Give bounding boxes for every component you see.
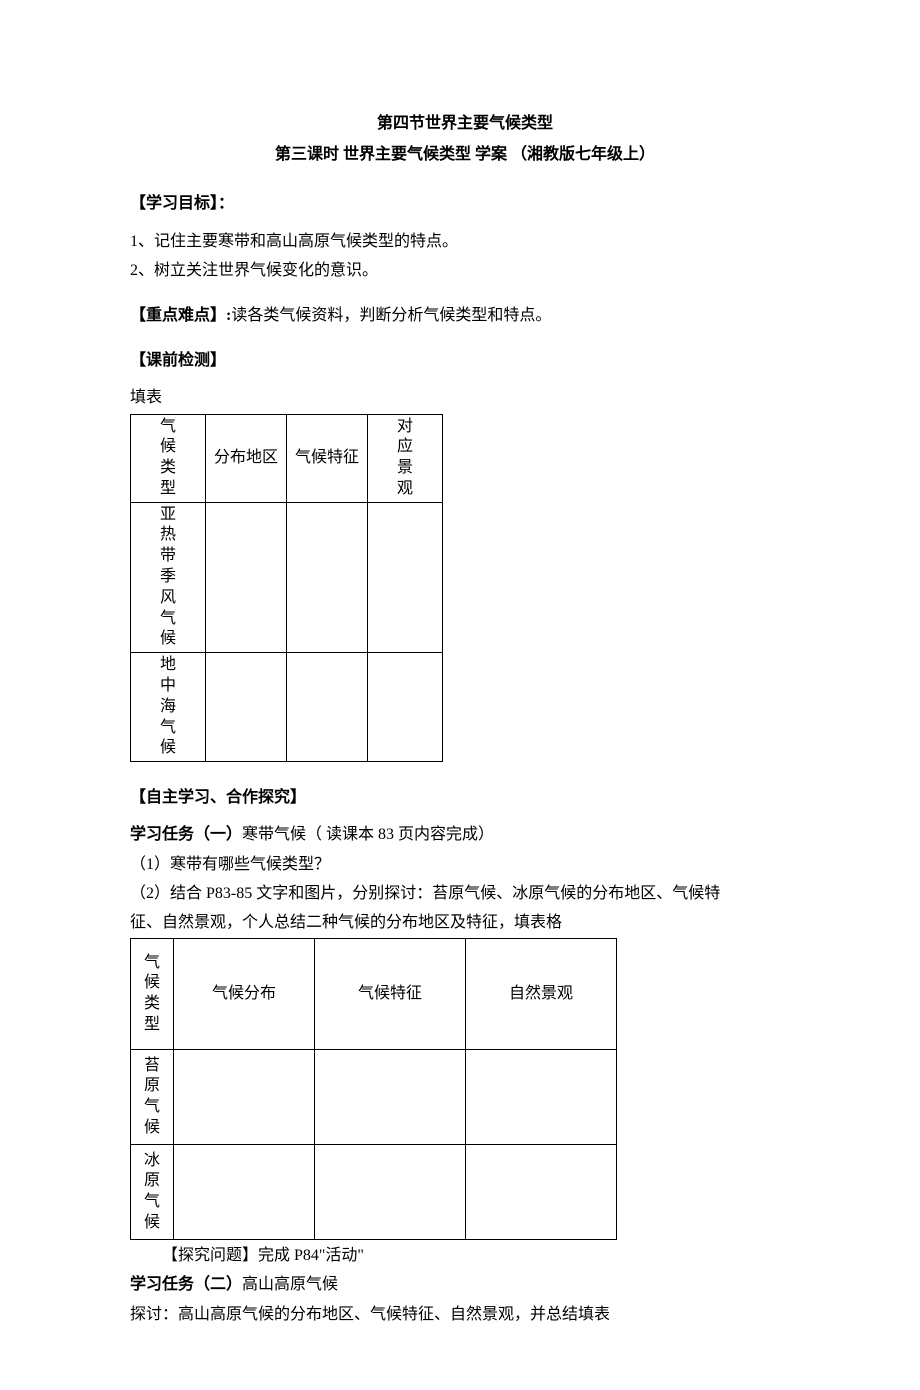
t1-head-area: 分布地区 xyxy=(206,414,287,502)
section-precheck-head: 【课前检测】 xyxy=(130,347,800,374)
task1-lead: 学习任务（一） xyxy=(130,826,242,843)
t1-head-landscape: 对应景观 xyxy=(368,414,443,502)
t1-row1-type: 亚热带季风气候 xyxy=(131,502,206,653)
t1-row2-landscape xyxy=(368,653,443,762)
keypoints-head: 【重点难点】: xyxy=(130,307,231,324)
t1-row1-landscape xyxy=(368,502,443,653)
section-keypoints: 【重点难点】:读各类气候资料，判断分析气候类型和特点。 xyxy=(130,302,800,329)
t2-row2-landscape xyxy=(466,1145,617,1240)
doc-title: 第四节世界主要气候类型 xyxy=(130,110,800,137)
explore-line: 【探究问题】完成 P84"活动" xyxy=(130,1242,800,1269)
task2-body: 探讨：高山高原气候的分布地区、气候特征、自然景观，并总结填表 xyxy=(130,1301,800,1328)
objective-2: 2、树立关注世界气候变化的意识。 xyxy=(130,257,800,284)
objective-1: 1、记住主要寒带和高山高原气候类型的特点。 xyxy=(130,228,800,255)
t1-row1-area xyxy=(206,502,287,653)
task2-rest: 高山高原气候 xyxy=(242,1276,338,1293)
fill-table-label: 填表 xyxy=(130,384,800,411)
task1-q2b: 征、自然景观，个人总结二种气候的分布地区及特征，填表格 xyxy=(130,909,800,936)
task1-line: 学习任务（一）寒带气候（ 读课本 83 页内容完成） xyxy=(130,821,800,848)
t1-row2-type: 地中海气候 xyxy=(131,653,206,762)
t1-row2-feature xyxy=(287,653,368,762)
t2-head-distribution: 气候分布 xyxy=(174,939,315,1050)
t1-row1-feature xyxy=(287,502,368,653)
t2-head-feature: 气候特征 xyxy=(315,939,466,1050)
t2-head-climate-type: 气候类型 xyxy=(131,939,174,1050)
t2-row1-feature xyxy=(315,1050,466,1145)
task2-line: 学习任务（二）高山高原气候 xyxy=(130,1271,800,1298)
task1-table: 气候类型 气候分布 气候特征 自然景观 苔原气候 冰原气候 xyxy=(130,938,617,1240)
t2-row1-distribution xyxy=(174,1050,315,1145)
t2-head-landscape: 自然景观 xyxy=(466,939,617,1050)
t1-head-feature: 气候特征 xyxy=(287,414,368,502)
section-selfstudy-head: 【自主学习、合作探究】 xyxy=(130,784,800,811)
precheck-table: 气候类型 分布地区 气候特征 对应景观 亚热带季风气候 地中海气候 xyxy=(130,414,443,763)
t2-row2-distribution xyxy=(174,1145,315,1240)
task1-rest: 寒带气候（ 读课本 83 页内容完成） xyxy=(242,826,494,843)
doc-subtitle: 第三课时 世界主要气候类型 学案 （湘教版七年级上） xyxy=(130,141,800,168)
t2-row1-type: 苔原气候 xyxy=(131,1050,174,1145)
task1-q2a: （2）结合 P83-85 文字和图片，分别探讨：苔原气候、冰原气候的分布地区、气… xyxy=(130,880,800,907)
task1-q1: （1）寒带有哪些气候类型？ xyxy=(130,851,800,878)
section-objectives-head: 【学习目标】： xyxy=(130,190,800,217)
t2-row2-type: 冰原气候 xyxy=(131,1145,174,1240)
t2-row1-landscape xyxy=(466,1050,617,1145)
t1-head-climate-type: 气候类型 xyxy=(131,414,206,502)
keypoints-body: 读各类气候资料，判断分析气候类型和特点。 xyxy=(231,307,551,324)
t1-row2-area xyxy=(206,653,287,762)
t2-row2-feature xyxy=(315,1145,466,1240)
task2-lead: 学习任务（二） xyxy=(130,1276,242,1293)
